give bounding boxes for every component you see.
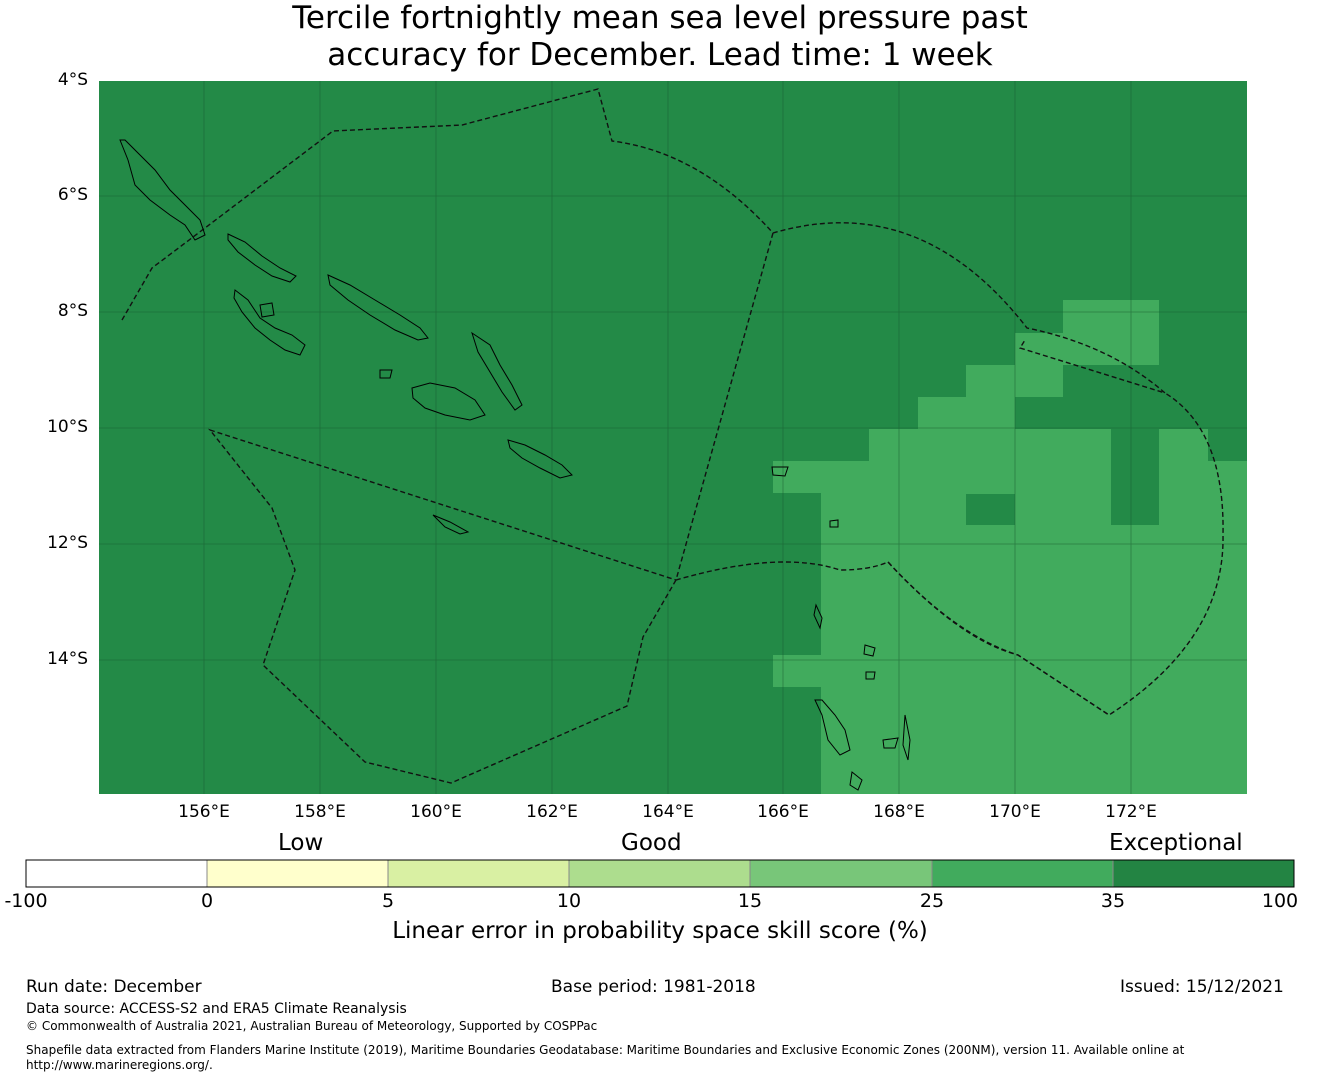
lon-label: 160°E — [410, 802, 462, 822]
santa-isabel-island — [327, 274, 429, 341]
data-source: Data source: ACCESS-S2 and ERA5 Climate … — [26, 1001, 407, 1017]
lat-label: 8°S — [57, 301, 88, 321]
espiritu-santo-island — [814, 699, 851, 756]
colorbar-tick: 15 — [737, 890, 763, 912]
malakula-island — [849, 771, 863, 791]
lat-label: 14°S — [47, 649, 88, 669]
colorbar-tick: 25 — [919, 890, 945, 912]
colorbar-tick: 0 — [200, 890, 214, 912]
category-label-low: Low — [278, 830, 324, 856]
lat-label: 6°S — [57, 185, 88, 205]
malaita-island — [471, 331, 523, 411]
torres-islands — [813, 603, 823, 630]
bougainville-island — [119, 139, 206, 241]
gridlines — [99, 81, 1247, 794]
lon-label: 172°E — [1105, 802, 1157, 822]
small-island — [259, 302, 275, 318]
pentecost-island — [882, 737, 899, 749]
lat-label: 12°S — [47, 533, 88, 553]
issued-date: Issued: 15/12/2021 — [1120, 977, 1284, 997]
colorbar — [25, 859, 1295, 888]
map-title: Tercile fortnightly mean sea level press… — [160, 0, 1160, 74]
small-island — [379, 369, 393, 379]
vanuatu-eez-boundary — [887, 561, 1110, 716]
guadalcanal-island — [411, 382, 486, 421]
choiseul-island — [227, 233, 297, 283]
colorbar-bin — [1113, 860, 1294, 887]
lon-label: 156°E — [178, 802, 230, 822]
colorbar-tick: 5 — [381, 890, 395, 912]
colorbar-bin — [932, 860, 1113, 887]
makira-island — [507, 439, 573, 479]
map-title-line1: Tercile fortnightly mean sea level press… — [292, 0, 1028, 36]
colorbar-tick: 100 — [1261, 890, 1299, 912]
colorbar-bin — [26, 860, 207, 887]
lat-label: 4°S — [57, 70, 88, 90]
new-georgia-islands — [233, 289, 306, 356]
colorbar-bin — [207, 860, 388, 887]
solomon-islands-eez-boundary — [121, 88, 1224, 784]
lon-label: 158°E — [294, 802, 346, 822]
coastlines — [119, 139, 911, 791]
colorbar-frame — [25, 859, 1295, 888]
colorbar-tick: 10 — [556, 890, 582, 912]
low-skill-patch — [1111, 429, 1159, 525]
map-title-line2: accuracy for December. Lead time: 1 week — [327, 37, 993, 73]
colorbar-bin — [388, 860, 569, 887]
banks-islands — [863, 644, 876, 680]
rennell-island — [432, 514, 470, 535]
colorbar-label: Linear error in probability space skill … — [392, 918, 928, 944]
shapefile-url[interactable]: http://www.marineregions.org/. — [26, 1058, 213, 1072]
colorbar-bin — [750, 860, 932, 887]
run-date: Run date: December — [26, 977, 202, 997]
category-label-good: Good — [621, 830, 682, 856]
lon-label: 166°E — [757, 802, 809, 822]
lon-label: 162°E — [526, 802, 578, 822]
lon-label: 164°E — [642, 802, 694, 822]
colorbar-tick: -100 — [4, 890, 48, 912]
lon-label: 170°E — [989, 802, 1041, 822]
lon-label: 168°E — [873, 802, 925, 822]
shapefile-credit: Shapefile data extracted from Flanders M… — [26, 1043, 1185, 1057]
base-period: Base period: 1981-2018 — [551, 977, 756, 997]
higher-skill-region — [773, 300, 1247, 794]
colorbar-tick: 35 — [1100, 890, 1126, 912]
small-island — [829, 519, 839, 528]
santa-cruz-island — [771, 466, 789, 477]
maewo-island — [902, 714, 911, 761]
lat-label: 10°S — [47, 417, 88, 437]
category-label-exceptional: Exceptional — [1109, 830, 1243, 856]
copyright-notice: © Commonwealth of Australia 2021, Austra… — [26, 1019, 598, 1033]
colorbar-bin — [569, 860, 750, 887]
low-skill-patch — [966, 494, 1015, 525]
